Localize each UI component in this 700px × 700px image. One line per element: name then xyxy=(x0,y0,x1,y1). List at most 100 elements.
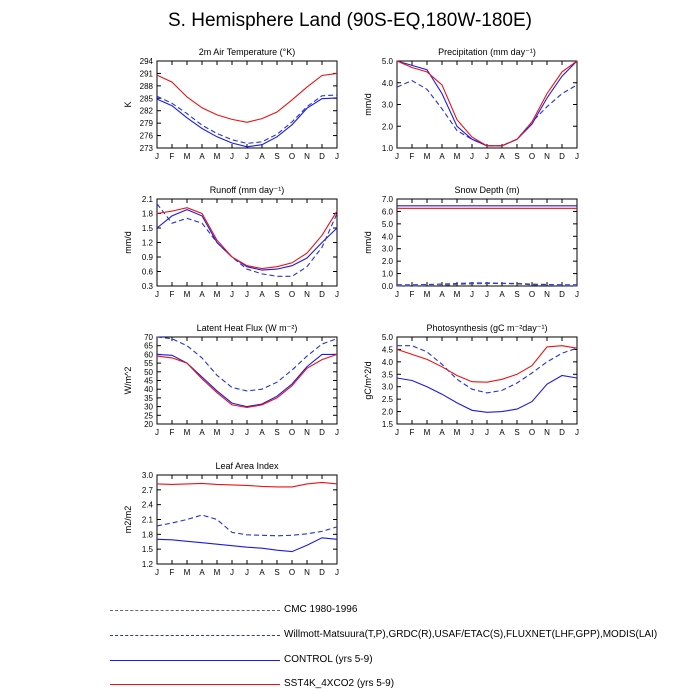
series-line xyxy=(156,207,338,270)
y-tick-label: 1.8 xyxy=(142,210,154,219)
x-tick-label: S xyxy=(274,152,279,161)
x-tick-label: J xyxy=(245,152,249,161)
x-tick-label: J xyxy=(230,290,234,299)
x-tick-label: M xyxy=(184,428,191,437)
x-tick-label: J xyxy=(575,152,579,161)
y-tick-label: 279 xyxy=(140,119,154,128)
y-tick-label: 282 xyxy=(140,107,154,116)
series-line xyxy=(156,72,338,123)
x-tick-label: A xyxy=(199,568,205,577)
y-tick-label: 3.0 xyxy=(382,245,394,254)
x-tick-label: N xyxy=(544,152,550,161)
chart-title: Precipitation (mm day⁻¹) xyxy=(438,47,536,57)
y-tick-label: 0.0 xyxy=(382,282,394,291)
x-tick-label: A xyxy=(499,428,505,437)
x-tick-label: J xyxy=(245,428,249,437)
x-tick-label: N xyxy=(544,290,550,299)
chart-title: Snow Depth (m) xyxy=(454,185,519,195)
y-tick-label: 3.5 xyxy=(382,370,394,379)
y-tick-label: 2.1 xyxy=(142,195,154,204)
x-tick-label: A xyxy=(439,290,445,299)
x-tick-label: A xyxy=(259,290,265,299)
y-axis-label: W/m^2 xyxy=(123,367,133,395)
x-tick-label: J xyxy=(485,428,489,437)
plot-frame xyxy=(156,198,338,287)
legend-label-sst4k: SST4K_4XCO2 (yrs 5-9) xyxy=(284,678,395,689)
x-tick-label: M xyxy=(214,152,221,161)
x-tick-label: M xyxy=(214,290,221,299)
y-tick-label: 30 xyxy=(144,403,153,412)
series-line xyxy=(397,282,577,286)
y-tick-label: 4.0 xyxy=(382,358,394,367)
series-line xyxy=(156,209,338,271)
legend-line-cmc xyxy=(110,610,280,611)
x-tick-label: O xyxy=(289,428,295,437)
x-tick-label: J xyxy=(230,568,234,577)
y-tick-label: 1.2 xyxy=(142,560,154,569)
chart-title: Latent Heat Flux (W m⁻²) xyxy=(197,323,298,333)
x-tick-label: M xyxy=(184,152,191,161)
series-line xyxy=(156,481,338,488)
y-tick-label: 4.0 xyxy=(382,79,394,88)
x-tick-label: J xyxy=(335,290,339,299)
x-tick-label: A xyxy=(439,152,445,161)
series-line xyxy=(156,353,338,409)
x-tick-label: J xyxy=(230,152,234,161)
y-tick-label: 50 xyxy=(144,368,153,377)
y-tick-label: 7.0 xyxy=(382,195,394,204)
y-tick-label: 2.4 xyxy=(142,501,154,510)
y-tick-label: 45 xyxy=(144,377,153,386)
series-line xyxy=(156,537,338,553)
x-tick-label: S xyxy=(274,428,279,437)
y-tick-label: 5.0 xyxy=(382,333,394,342)
series-line xyxy=(156,336,338,392)
panel-lai: Leaf Area Index m2/m2 1.2 1.5 1.8 2.1 2.4 2.7 3.… xyxy=(123,461,339,577)
y-tick-label: 3.0 xyxy=(142,471,154,480)
x-tick-label: A xyxy=(199,428,205,437)
y-tick-label: 0.6 xyxy=(142,268,154,277)
y-tick-label: 40 xyxy=(144,385,153,394)
x-tick-label: N xyxy=(304,568,310,577)
x-tick-label: J xyxy=(395,428,399,437)
plot-frame xyxy=(396,198,578,287)
y-tick-label: 5.0 xyxy=(382,57,394,66)
x-tick-label: J xyxy=(470,428,474,437)
x-tick-label: S xyxy=(274,290,279,299)
x-tick-label: O xyxy=(529,290,535,299)
y-tick-label: 25 xyxy=(144,411,153,420)
x-tick-label: J xyxy=(470,290,474,299)
series-line xyxy=(396,79,578,147)
x-tick-label: J xyxy=(485,290,489,299)
x-tick-label: J xyxy=(335,152,339,161)
x-tick-label: A xyxy=(199,152,205,161)
y-tick-label: 2.0 xyxy=(382,408,394,417)
series-line xyxy=(156,203,338,277)
x-tick-label: A xyxy=(259,568,265,577)
x-tick-label: A xyxy=(499,152,505,161)
x-tick-label: M xyxy=(454,152,461,161)
legend-label-cmc: CMC 1980-1996 xyxy=(284,604,358,615)
x-tick-label: D xyxy=(319,568,325,577)
chart-title: Leaf Area Index xyxy=(215,461,279,471)
y-tick-label: 3.0 xyxy=(382,101,394,110)
y-tick-label: 5.0 xyxy=(382,220,394,229)
x-tick-label: J xyxy=(395,152,399,161)
y-tick-label: 55 xyxy=(144,359,153,368)
y-tick-label: 1.5 xyxy=(142,224,154,233)
plot-frame xyxy=(396,60,578,149)
x-tick-label: J xyxy=(155,568,159,577)
x-tick-label: F xyxy=(170,152,175,161)
legend-line-control xyxy=(110,660,280,661)
x-tick-label: M xyxy=(184,290,191,299)
x-tick-label: M xyxy=(454,428,461,437)
x-tick-label: J xyxy=(575,290,579,299)
x-tick-label: S xyxy=(514,290,519,299)
series-line xyxy=(396,60,578,147)
legend-label-observations: Willmott-Matsuura(T,P),GRDC(R),USAF/ETAC… xyxy=(284,629,658,640)
x-tick-label: O xyxy=(289,290,295,299)
y-tick-label: 2.0 xyxy=(382,122,394,131)
x-tick-label: J xyxy=(155,152,159,161)
plot-frame xyxy=(156,474,338,565)
y-tick-label: 1.5 xyxy=(142,545,154,554)
x-tick-label: J xyxy=(485,152,489,161)
